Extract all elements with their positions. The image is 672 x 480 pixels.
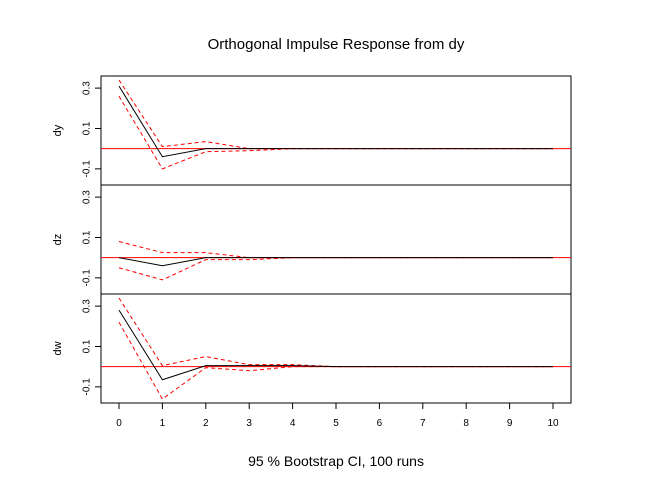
x-axis-label: 95 % Bootstrap CI, 100 runs (248, 453, 424, 469)
ci-lower-line (118, 95, 553, 170)
x-tick-label: 9 (507, 418, 513, 429)
response-line (118, 85, 553, 158)
y-tick-label: 0.1 (82, 230, 93, 244)
x-tick-label: 7 (420, 418, 426, 429)
y-tick-label: -0.1 (82, 160, 93, 178)
x-tick-label: 8 (463, 418, 469, 429)
response-line (118, 257, 553, 267)
y-tick-label: 0.3 (82, 81, 93, 95)
x-tick-label: 10 (547, 418, 559, 429)
y-tick-label: 0.3 (82, 299, 93, 313)
x-tick-label: 6 (377, 418, 383, 429)
panel-dw: -0.1 0.1 0.3 dw (52, 293, 572, 404)
y-tick-label: 0.3 (82, 190, 93, 204)
panel-frame (100, 184, 572, 295)
panel-label-dw: dw (52, 341, 64, 355)
y-tick-label: 0.1 (82, 121, 93, 135)
x-tick-label: 5 (333, 418, 339, 429)
x-tick-label: 1 (160, 418, 166, 429)
panel-label-dz: dz (52, 234, 64, 246)
panel-label-dy: dy (52, 124, 64, 136)
x-axis: 0 1 2 3 4 5 6 7 8 9 10 (116, 403, 559, 429)
x-tick-label: 4 (290, 418, 296, 429)
panel-frame (100, 293, 572, 404)
panel-frame (100, 75, 572, 186)
x-tick-label: 0 (116, 418, 122, 429)
chart-title: Orthogonal Impulse Response from dy (208, 36, 465, 53)
x-tick-label: 2 (203, 418, 209, 429)
y-tick-label: -0.1 (82, 378, 93, 396)
ci-upper-line (118, 297, 553, 368)
ci-upper-line (118, 241, 553, 259)
x-tick-label: 3 (246, 418, 252, 429)
ci-upper-line (118, 79, 553, 150)
panels-group: -0.1 0.1 0.3 dy -0.1 0.1 0.3 dz -0.1 0.1 0.3 dw (52, 75, 572, 404)
y-tick-label: -0.1 (82, 269, 93, 287)
ci-lower-line (118, 257, 553, 281)
y-tick-label: 0.1 (82, 339, 93, 353)
ci-lower-line (118, 322, 553, 400)
panel-dy: -0.1 0.1 0.3 dy (52, 75, 572, 186)
response-line (118, 309, 553, 381)
panel-dz: -0.1 0.1 0.3 dz (52, 184, 572, 295)
